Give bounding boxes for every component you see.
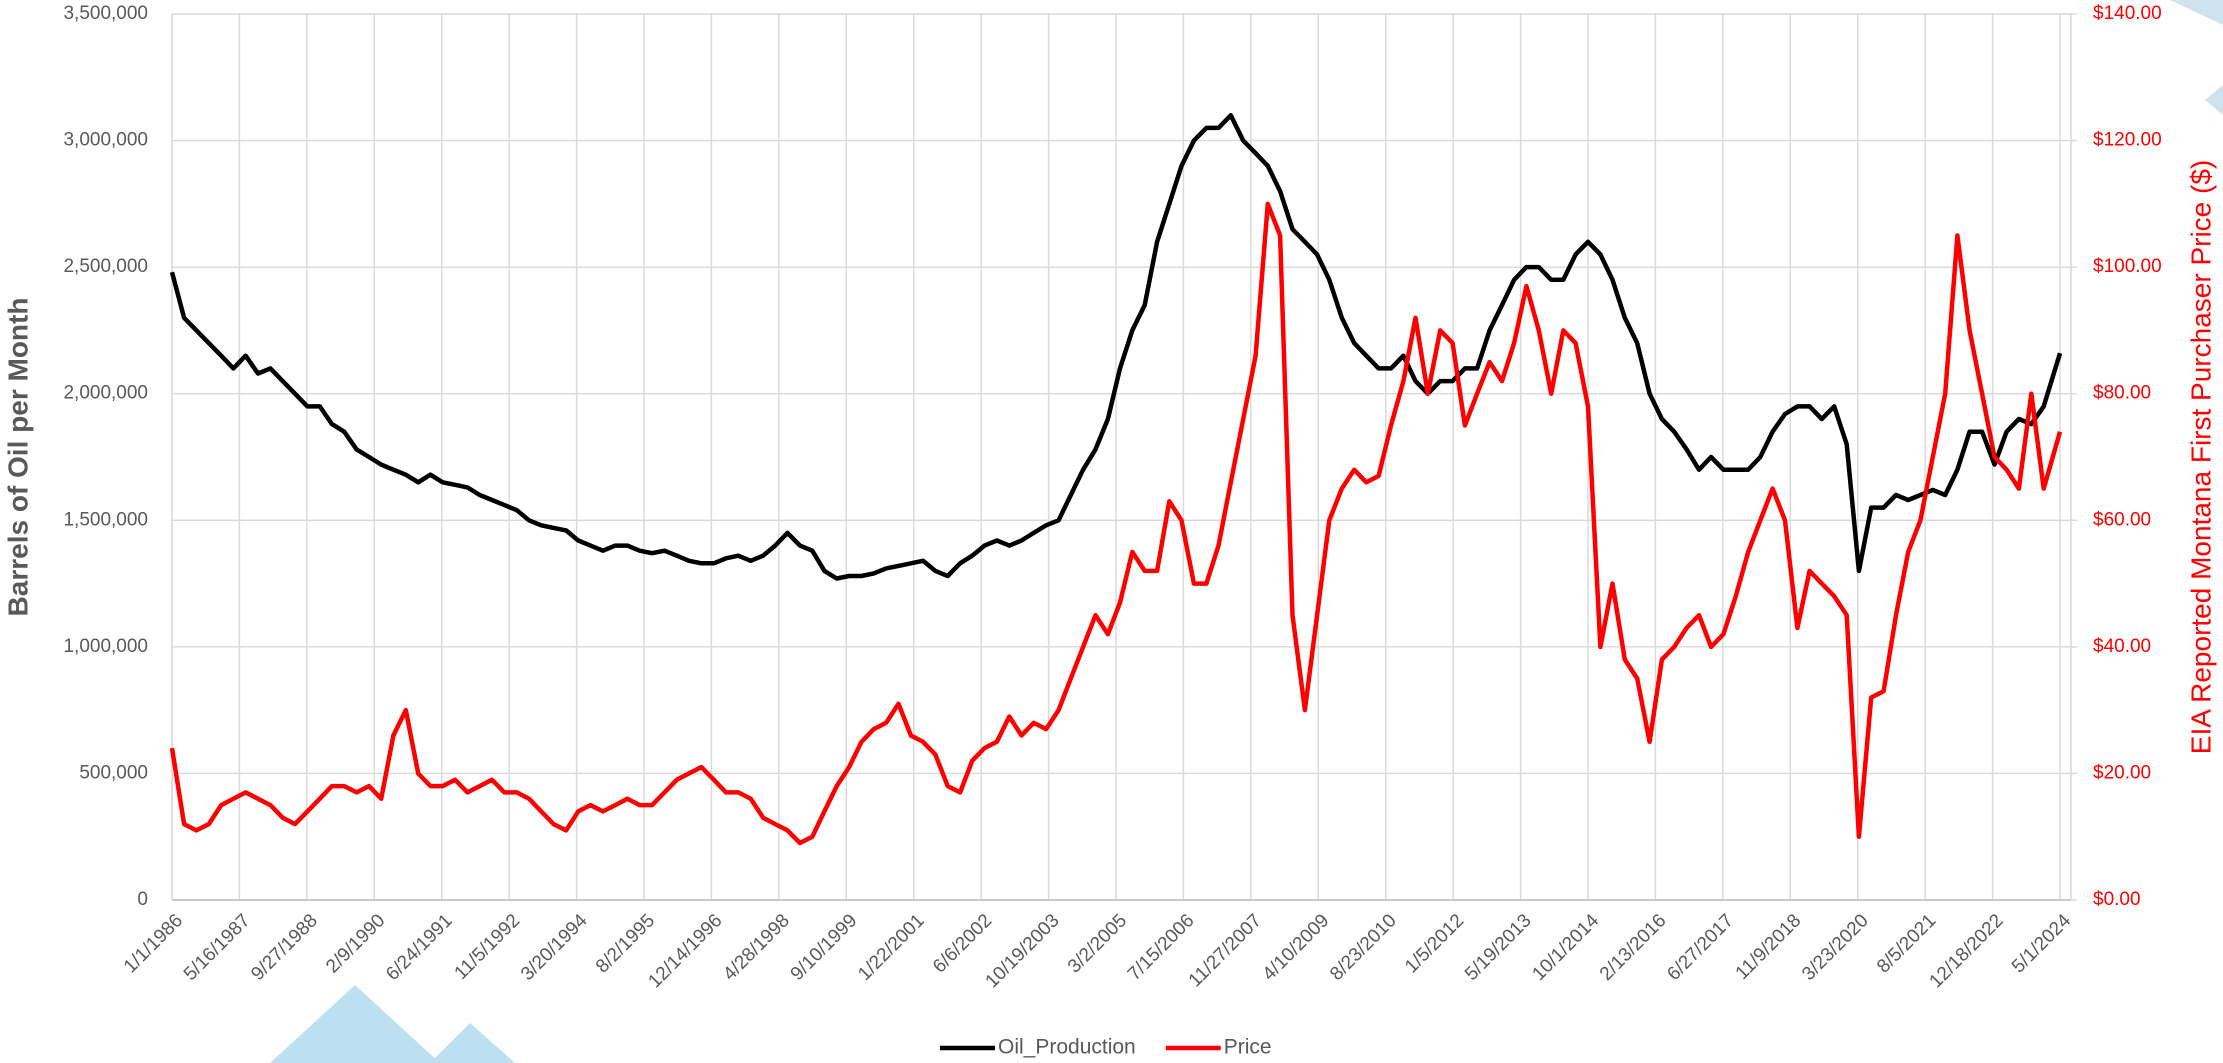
x-tick-label: 6/24/1991 (382, 910, 457, 985)
x-tick-label: 1/5/2012 (1401, 910, 1468, 977)
y2-axis-title: EIA Reported Montana First Purchaser Pri… (2185, 160, 2216, 754)
legend-label: Oil_Production (998, 1036, 1136, 1059)
legend-label: Price (1224, 1036, 1272, 1059)
y2-tick-label: $40.00 (2093, 636, 2151, 657)
x-tick-label: 6/27/2017 (1663, 910, 1738, 985)
x-tick-label: 12/14/1996 (644, 910, 726, 992)
x-tick-label: 5/1/2024 (2008, 910, 2075, 977)
x-tick-label: 5/19/2013 (1461, 910, 1536, 985)
decor-triangle (2205, 85, 2223, 115)
x-tick-label: 2/9/1990 (322, 910, 389, 977)
y-axis-title: Barrels of Oil per Month (2, 298, 33, 617)
x-tick-label: 8/23/2010 (1326, 910, 1401, 985)
x-tick-label: 4/28/1998 (719, 910, 794, 985)
y-tick-label: 3,500,000 (63, 3, 148, 24)
y2-tick-label: $60.00 (2093, 509, 2151, 530)
y2-tick-label: $0.00 (2093, 889, 2141, 910)
x-tick-label: 4/10/2009 (1259, 910, 1334, 985)
x-tick-label: 2/13/2016 (1596, 910, 1671, 985)
x-tick-label: 3/2/2005 (1064, 910, 1131, 977)
x-tick-label: 5/16/1987 (180, 910, 255, 985)
x-tick-label: 3/23/2020 (1798, 910, 1873, 985)
x-tick-label: 11/9/2018 (1732, 910, 1806, 984)
y-tick-label: 3,000,000 (63, 130, 148, 151)
decor-triangle (270, 985, 440, 1063)
y2-tick-label: $100.00 (2093, 256, 2162, 277)
y2-tick-label: $120.00 (2093, 130, 2162, 151)
y-tick-label: 1,500,000 (63, 509, 148, 530)
x-tick-label: 6/6/2002 (929, 910, 996, 977)
x-tick-label: 9/27/1988 (247, 910, 322, 985)
x-tick-label: 11/5/1992 (451, 910, 525, 984)
x-tick-label: 8/5/2021 (1873, 910, 1940, 977)
x-tick-label: 11/27/2007 (1185, 910, 1266, 991)
y2-tick-label: $80.00 (2093, 383, 2151, 404)
series-line (169, 113, 2063, 581)
x-tick-label: 1/22/2001 (854, 910, 929, 985)
y-tick-label: 500,000 (79, 762, 148, 783)
x-tick-label: 3/20/1994 (517, 910, 592, 985)
decor-triangle (2170, 0, 2223, 25)
x-tick-label: 1/1/1986 (120, 910, 187, 977)
y2-tick-label: $140.00 (2093, 3, 2162, 24)
y2-tick-label: $20.00 (2093, 762, 2151, 783)
decor-triangle (430, 1023, 515, 1063)
y-tick-label: 2,000,000 (63, 383, 148, 404)
series-line (169, 201, 2063, 846)
x-tick-label: 10/1/2014 (1528, 910, 1603, 985)
x-tick-label: 12/18/2022 (1926, 910, 2008, 992)
y-tick-label: 2,500,000 (63, 256, 148, 277)
y-tick-label: 1,000,000 (63, 636, 148, 657)
y-tick-label: 0 (137, 889, 148, 910)
x-tick-label: 10/19/2003 (982, 910, 1064, 992)
x-tick-label: 8/2/1995 (592, 910, 659, 977)
x-tick-label: 9/10/1999 (787, 910, 862, 985)
